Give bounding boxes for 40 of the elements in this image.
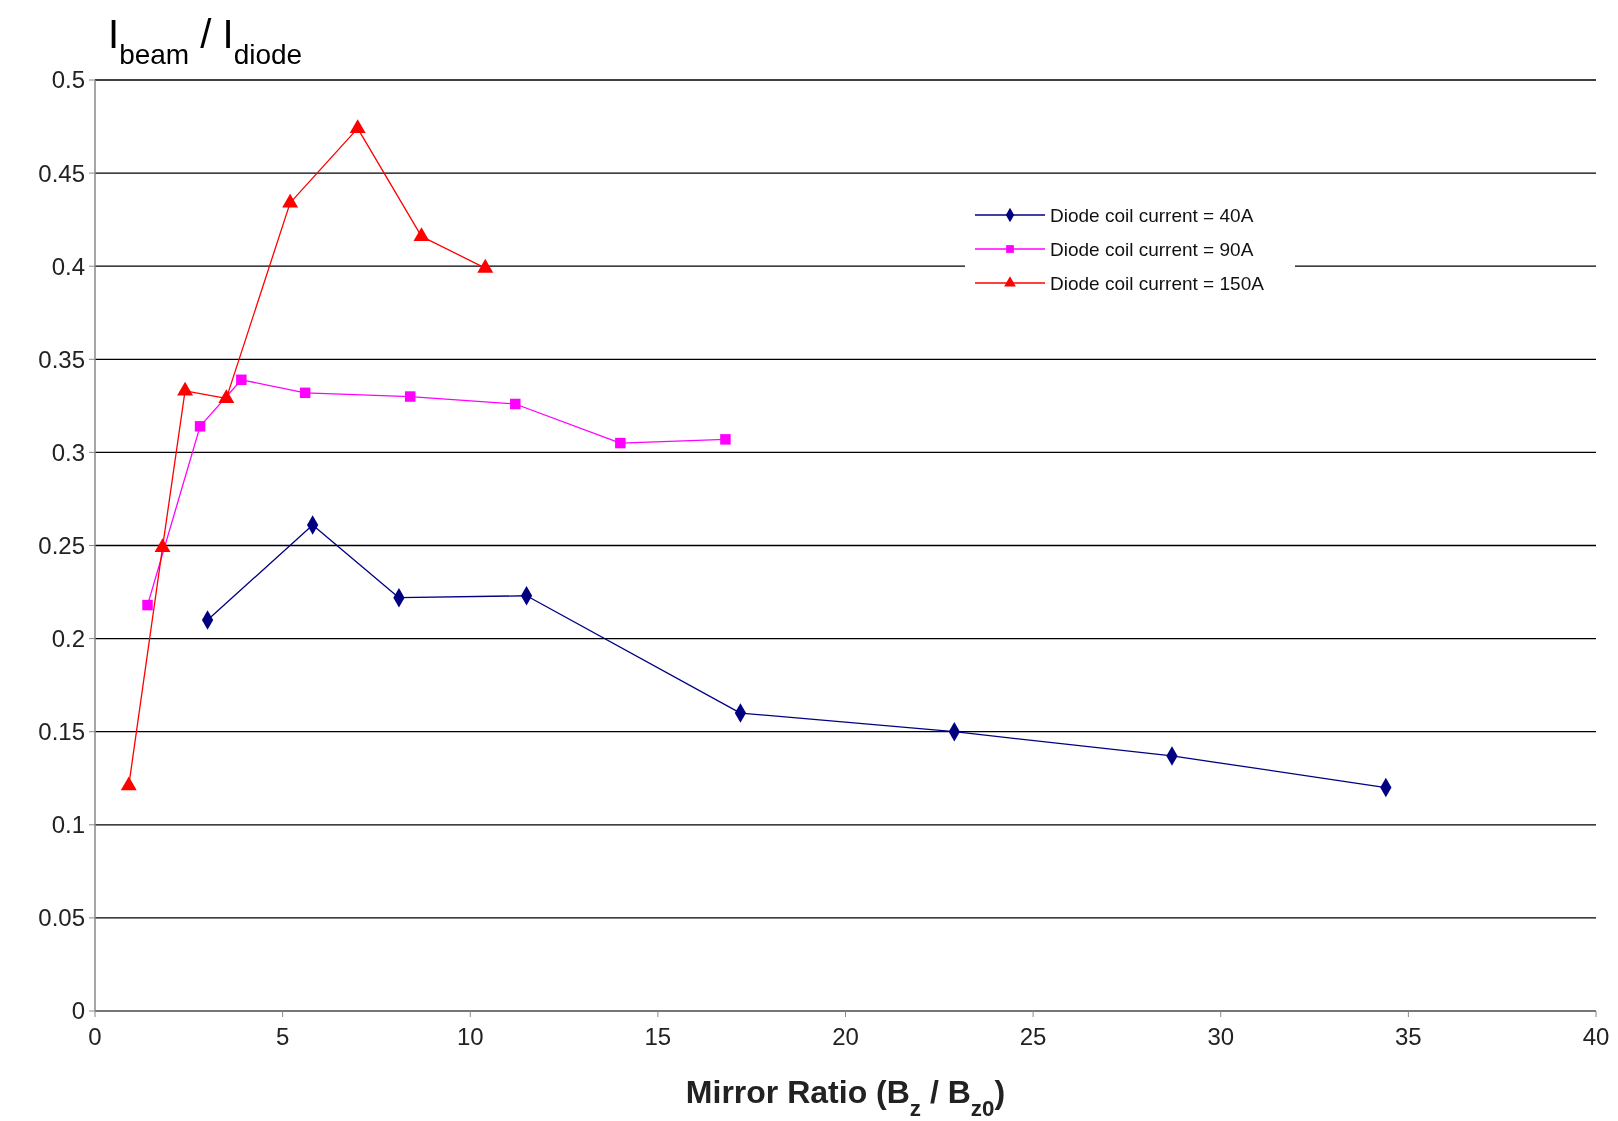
y-tick-label: 0.2 [51,625,85,652]
x-axis-title: Mirror Ratio (B$_{z}$ / B$_{z0}$) [685,1074,1006,1121]
y-tick-label: 0.5 [51,66,85,94]
point [142,599,153,611]
y-tick-label: 0.35 [38,345,85,373]
x-tick-label: 0 [88,1023,102,1050]
x-tick-label: 5 [275,1023,290,1050]
y-tick-label: 0.15 [38,718,85,746]
point [299,387,311,399]
y-tick-label: 0.25 [38,531,85,559]
point [349,119,366,134]
point [194,421,206,432]
point [218,389,235,403]
y-tick-label: 0.4 [51,252,85,280]
x-tick-label: 10 [456,1023,484,1050]
x-tick-label: 15 [644,1023,672,1050]
x-tick-label: 20 [832,1023,859,1050]
y-axis-title: I$_{beam}$ / I$_{diode}$ [108,12,303,70]
point [510,398,521,410]
x-tick-label: 30 [1207,1023,1235,1050]
y-tick-label: 0.05 [38,904,85,932]
x-tick-label: 25 [1019,1023,1047,1050]
point [236,374,247,386]
point [154,538,171,552]
y-tick-label: 0.45 [38,159,85,187]
point [404,391,416,402]
x-tick-label: 40 [1582,1023,1610,1050]
legend-label: Diode coil current = 40A [1050,204,1254,226]
point [177,381,194,396]
y-tick-label: 0.1 [51,811,85,839]
point [413,227,430,242]
y-tick-label: 0 [71,997,85,1025]
x-tick-label: 35 [1395,1023,1422,1050]
point [477,258,494,273]
point [720,434,731,445]
point [615,437,626,449]
y-tick-label: 0.3 [51,438,85,466]
legend-label: Diode coil current = 150A [1050,272,1265,294]
point [282,193,299,208]
legend-label: Diode coil current = 90A [1050,238,1254,260]
